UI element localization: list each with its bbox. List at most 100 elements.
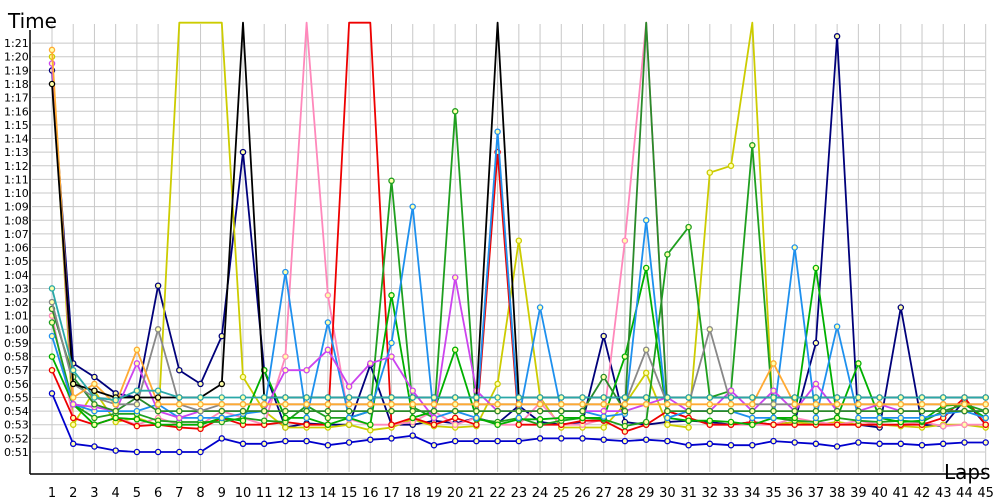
data-point bbox=[430, 421, 438, 428]
data-point bbox=[430, 394, 438, 401]
data-point bbox=[324, 421, 332, 428]
data-point bbox=[91, 373, 98, 381]
data-point bbox=[706, 401, 714, 408]
x-tick-label: 4 bbox=[112, 486, 120, 500]
data-point bbox=[897, 401, 905, 408]
data-point bbox=[642, 394, 650, 401]
data-point bbox=[176, 414, 183, 422]
data-point bbox=[600, 394, 607, 401]
data-point bbox=[876, 440, 883, 448]
data-point bbox=[494, 401, 501, 408]
data-point bbox=[558, 414, 565, 422]
data-point bbox=[749, 394, 756, 401]
x-tick-label: 39 bbox=[850, 486, 867, 500]
y-tick-label: 0:52 bbox=[4, 432, 29, 445]
data-point bbox=[812, 339, 820, 347]
data-point bbox=[133, 346, 141, 354]
data-point bbox=[558, 401, 565, 408]
data-point bbox=[558, 435, 565, 442]
x-tick-label: 8 bbox=[196, 486, 204, 500]
y-tick-label: 1:11 bbox=[4, 173, 29, 186]
data-point bbox=[876, 407, 883, 415]
data-point bbox=[239, 401, 247, 408]
data-point bbox=[69, 394, 77, 401]
data-point bbox=[579, 394, 586, 401]
data-point bbox=[282, 353, 289, 360]
data-point bbox=[133, 407, 141, 415]
data-point bbox=[706, 407, 714, 415]
data-point bbox=[664, 407, 671, 415]
x-tick-label: 29 bbox=[638, 486, 655, 500]
data-point bbox=[897, 440, 905, 448]
data-point bbox=[600, 407, 607, 415]
data-point bbox=[48, 80, 56, 88]
data-point bbox=[367, 401, 374, 408]
x-tick-label: 28 bbox=[617, 486, 634, 500]
data-point bbox=[69, 380, 77, 388]
data-point bbox=[515, 401, 523, 408]
data-point bbox=[494, 407, 501, 415]
data-point bbox=[982, 414, 989, 422]
data-point bbox=[48, 319, 56, 326]
data-point bbox=[706, 417, 714, 424]
data-point bbox=[918, 414, 926, 422]
data-point bbox=[812, 414, 820, 422]
data-point bbox=[154, 394, 162, 401]
data-point bbox=[388, 435, 395, 442]
data-point bbox=[642, 401, 650, 408]
x-tick-label: 11 bbox=[256, 486, 273, 500]
data-point bbox=[833, 407, 841, 415]
y-tick-label: 0:57 bbox=[4, 364, 29, 377]
data-point bbox=[515, 394, 523, 401]
data-point bbox=[727, 407, 735, 415]
x-tick-label: 23 bbox=[511, 486, 528, 500]
data-point bbox=[48, 366, 56, 374]
data-point bbox=[91, 380, 98, 388]
data-point bbox=[409, 414, 416, 422]
data-point bbox=[918, 394, 926, 401]
data-point bbox=[961, 439, 968, 446]
data-point bbox=[685, 223, 692, 231]
data-point bbox=[367, 407, 374, 415]
data-point bbox=[961, 407, 968, 415]
data-point bbox=[48, 285, 56, 292]
data-point bbox=[855, 360, 862, 367]
data-point bbox=[600, 413, 607, 420]
data-point bbox=[48, 298, 56, 306]
axes bbox=[29, 30, 985, 475]
data-point bbox=[154, 387, 162, 394]
data-point bbox=[282, 268, 289, 276]
y-tick-label: 1:01 bbox=[4, 310, 29, 323]
data-point bbox=[664, 414, 671, 422]
x-tick-label: 2 bbox=[69, 486, 77, 500]
y-tick-labels: 0:510:520:530:540:550:560:570:580:591:00… bbox=[4, 37, 29, 459]
data-point bbox=[154, 401, 162, 408]
x-tick-label: 6 bbox=[154, 486, 162, 500]
data-point bbox=[770, 401, 777, 408]
y-tick-label: 1:04 bbox=[4, 269, 29, 282]
data-point bbox=[367, 426, 374, 434]
x-tick-label: 9 bbox=[218, 486, 226, 500]
data-point bbox=[494, 380, 501, 388]
data-point bbox=[897, 407, 905, 415]
y-tick-label: 0:59 bbox=[4, 337, 29, 350]
data-point bbox=[176, 407, 183, 415]
y-tick-label: 1:02 bbox=[4, 296, 29, 309]
data-point bbox=[939, 394, 947, 401]
data-point bbox=[345, 383, 353, 390]
x-tick-label: 43 bbox=[935, 486, 952, 500]
data-point bbox=[897, 304, 905, 311]
data-point bbox=[579, 414, 586, 422]
data-point bbox=[600, 373, 607, 381]
data-point bbox=[282, 414, 289, 422]
data-point bbox=[855, 401, 862, 408]
data-point bbox=[260, 407, 268, 415]
y-tick-label: 0:55 bbox=[4, 391, 29, 404]
x-tick-label: 38 bbox=[829, 486, 846, 500]
data-point bbox=[727, 441, 735, 449]
data-point bbox=[133, 360, 141, 367]
y-tick-label: 1:10 bbox=[4, 187, 29, 200]
x-tick-label: 34 bbox=[744, 486, 761, 500]
data-point bbox=[855, 439, 862, 446]
